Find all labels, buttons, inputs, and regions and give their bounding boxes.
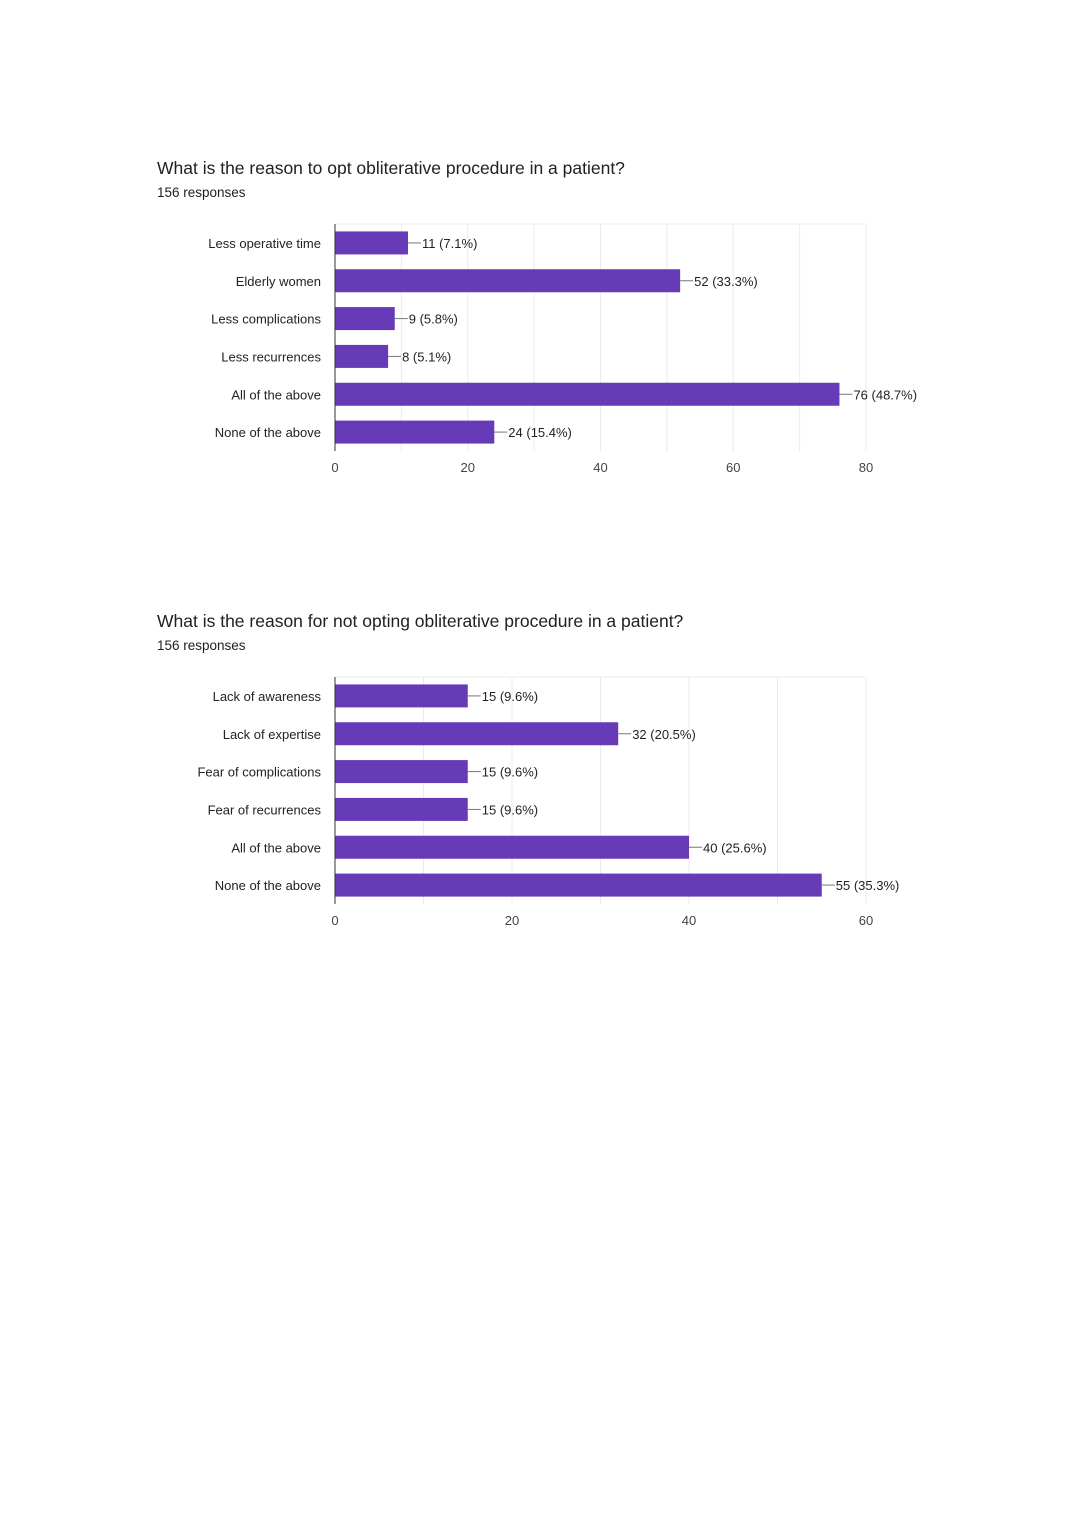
bar	[335, 382, 840, 406]
bar	[335, 684, 468, 708]
category-label: Less complications	[211, 312, 321, 327]
category-label: Fear of recurrences	[208, 802, 322, 817]
x-tick-label: 80	[859, 460, 873, 475]
response-count: 156 responses	[157, 185, 246, 200]
x-tick-label: 60	[726, 460, 740, 475]
x-tick-label: 0	[331, 460, 338, 475]
bar	[335, 722, 619, 746]
question-title: What is the reason for not opting oblite…	[157, 611, 684, 631]
category-label: Less operative time	[208, 236, 321, 251]
bar-chart-1: Less operative time 11 (7.1%) Elderly wome…	[208, 223, 917, 475]
category-label: None of the above	[215, 425, 321, 440]
data-label: 24 (15.4%)	[508, 425, 572, 440]
data-label: 15 (9.6%)	[482, 765, 538, 780]
data-label: 40 (25.6%)	[703, 840, 767, 855]
bar	[335, 797, 468, 821]
bar	[335, 307, 395, 331]
data-label: 15 (9.6%)	[482, 689, 538, 704]
x-tick-label: 20	[505, 913, 519, 928]
bar	[335, 269, 681, 293]
x-tick-label: 0	[331, 913, 338, 928]
x-tick-label: 40	[682, 913, 696, 928]
category-label: All of the above	[231, 840, 321, 855]
data-label: 55 (35.3%)	[836, 878, 900, 893]
bar	[335, 420, 495, 444]
x-tick-label: 40	[593, 460, 607, 475]
question-title: What is the reason to opt obliterative p…	[157, 158, 625, 178]
bar-chart-2: Lack of awareness 15 (9.6%) Lack of expert…	[197, 676, 900, 928]
x-tick-label: 60	[859, 913, 873, 928]
category-label: All of the above	[231, 387, 321, 402]
bar	[335, 873, 822, 897]
category-label: Elderly women	[236, 274, 321, 289]
data-label: 11 (7.1%)	[422, 236, 477, 251]
category-label: Lack of awareness	[213, 689, 322, 704]
bar	[335, 835, 689, 859]
data-label: 15 (9.6%)	[482, 802, 538, 817]
data-label: 9 (5.8%)	[409, 312, 458, 327]
category-label: Lack of expertise	[223, 727, 321, 742]
category-label: Less recurrences	[221, 349, 321, 364]
x-tick-label: 20	[461, 460, 475, 475]
data-label: 52 (33.3%)	[694, 274, 758, 289]
bar	[335, 760, 468, 784]
response-count: 156 responses	[157, 638, 246, 653]
bar	[335, 344, 389, 368]
bar	[335, 231, 409, 255]
category-label: None of the above	[215, 878, 321, 893]
data-label: 32 (20.5%)	[632, 727, 696, 742]
data-label: 8 (5.1%)	[402, 349, 451, 364]
data-label: 76 (48.7%)	[853, 387, 917, 402]
category-label: Fear of complications	[197, 765, 321, 780]
